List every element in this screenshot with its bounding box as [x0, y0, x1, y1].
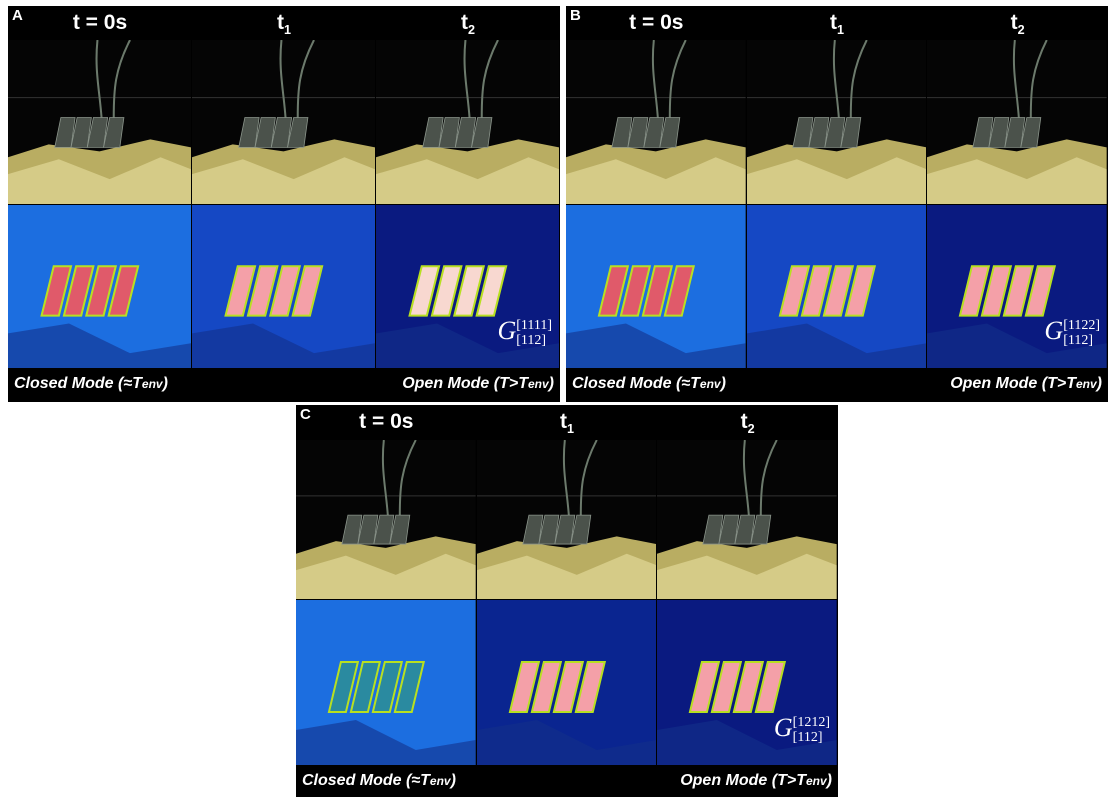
notation-sup: [1122] [1063, 318, 1100, 333]
caption-var: T [796, 772, 806, 789]
header-text: t [830, 11, 837, 34]
caption-text: Open Mode (T> [680, 772, 796, 789]
caption: Closed Mode (≈Tenv) [302, 765, 456, 797]
header-subscript: 2 [468, 23, 475, 37]
caption-sub: env [806, 774, 827, 788]
panel: Ct = 0st1t2G[1212][112]Closed Mode (≈Ten… [296, 405, 838, 797]
caption-var: T [518, 375, 528, 392]
header-text: t [560, 410, 567, 433]
caption-text: ) [451, 772, 456, 789]
photo [657, 440, 837, 599]
caption-sub: env [430, 774, 451, 788]
column-header: t2 [376, 6, 560, 40]
column-header: t = 0s [566, 6, 747, 40]
caption-text: Closed Mode (≈ [302, 772, 420, 789]
header-subscript: 1 [837, 23, 844, 37]
caption-var: T [690, 375, 700, 392]
caption-var: T [132, 375, 142, 392]
notation-indices: [1122][112] [1063, 318, 1100, 348]
thermal-image [747, 205, 927, 368]
notation: G[1212][112] [774, 713, 830, 745]
notation-indices: [1212][112] [793, 715, 830, 745]
caption-var: T [420, 772, 430, 789]
thermal-image [477, 600, 657, 765]
notation-indices: [1111][112] [516, 318, 552, 348]
thermal-image [296, 600, 476, 765]
column-header: t1 [747, 6, 928, 40]
caption-text: ) [721, 375, 726, 392]
caption: Open Mode (T>Tenv) [402, 368, 554, 400]
caption: Open Mode (T>Tenv) [950, 368, 1102, 400]
notation-base: G [497, 316, 516, 345]
header-text: t = 0s [359, 410, 413, 433]
header-text: t [1011, 11, 1018, 34]
notation-base: G [1044, 316, 1063, 345]
column-header: t1 [192, 6, 376, 40]
caption-var: T [1066, 375, 1076, 392]
caption-text: Open Mode (T> [950, 375, 1066, 392]
figure: At = 0st1t2G[1111][112]Closed Mode (≈Ten… [0, 0, 1111, 800]
notation-sup: [1212] [793, 715, 830, 730]
header-subscript: 2 [1018, 23, 1025, 37]
photo [296, 440, 476, 599]
header-text: t = 0s [73, 11, 127, 34]
caption-sub: env [528, 377, 549, 391]
column-header: t = 0s [8, 6, 192, 40]
caption: Closed Mode (≈Tenv) [14, 368, 168, 400]
caption-sub: env [142, 377, 163, 391]
header-text: t = 0s [629, 11, 683, 34]
photo [927, 40, 1107, 204]
header-text: t [741, 410, 748, 433]
column-header: t2 [927, 6, 1108, 40]
notation-sub: [112] [516, 333, 552, 348]
photo [566, 40, 746, 204]
caption-sub: env [700, 377, 721, 391]
caption: Closed Mode (≈Tenv) [572, 368, 726, 400]
caption: Open Mode (T>Tenv) [680, 765, 832, 797]
caption-sub: env [1076, 377, 1097, 391]
caption-text: Closed Mode (≈ [572, 375, 690, 392]
notation-base: G [774, 713, 793, 742]
caption-text: ) [549, 375, 554, 392]
notation: G[1111][112] [497, 316, 552, 348]
caption-text: Open Mode (T> [402, 375, 518, 392]
thermal-image [8, 205, 191, 368]
photo [8, 40, 191, 204]
notation-sub: [112] [793, 730, 830, 745]
photo [477, 440, 657, 599]
caption-text: ) [827, 772, 832, 789]
caption-text: ) [1097, 375, 1102, 392]
column-header: t1 [477, 405, 658, 439]
thermal-image [192, 205, 375, 368]
header-text: t [461, 11, 468, 34]
notation-sub: [112] [1063, 333, 1100, 348]
column-header: t = 0s [296, 405, 477, 439]
notation: G[1122][112] [1044, 316, 1100, 348]
photo [192, 40, 375, 204]
header-subscript: 1 [284, 23, 291, 37]
photo [376, 40, 559, 204]
notation-sup: [1111] [516, 318, 552, 333]
column-header: t2 [657, 405, 838, 439]
photo [747, 40, 927, 204]
header-text: t [277, 11, 284, 34]
caption-text: ) [163, 375, 168, 392]
caption-text: Closed Mode (≈ [14, 375, 132, 392]
header-subscript: 2 [748, 422, 755, 436]
header-subscript: 1 [567, 422, 574, 436]
thermal-image [566, 205, 746, 368]
